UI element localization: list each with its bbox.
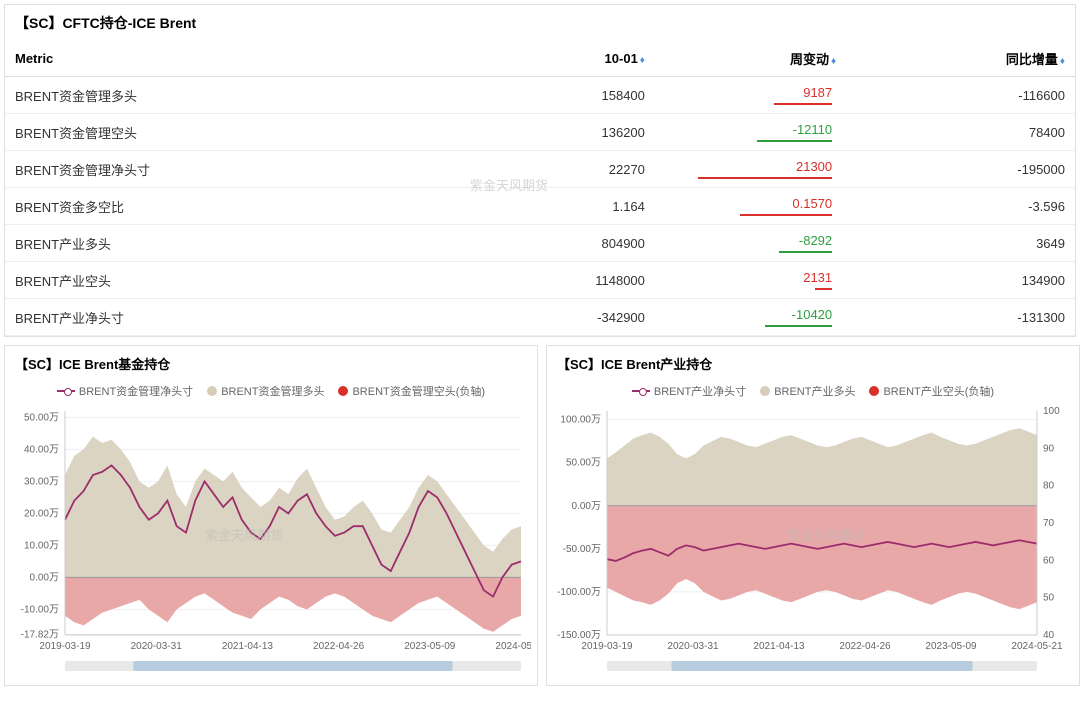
svg-text:90: 90 — [1043, 443, 1055, 454]
svg-text:80: 80 — [1043, 481, 1055, 492]
data-table: Metric 10-01♦ 周变动♦ 同比增量♦ BRENT资金管理多头 158… — [5, 41, 1075, 336]
col-change[interactable]: 周变动♦ — [655, 41, 846, 77]
sort-icon: ♦ — [640, 55, 645, 66]
sort-icon: ♦ — [1060, 56, 1065, 67]
svg-text:2023-05-09: 2023-05-09 — [925, 641, 977, 652]
yoy-cell: -195000 — [846, 151, 1075, 188]
change-cell: 0.1570 — [655, 188, 846, 225]
svg-text:60: 60 — [1043, 555, 1055, 566]
change-cell: -12110 — [655, 114, 846, 151]
svg-text:2021-04-13: 2021-04-13 — [753, 641, 805, 652]
value-cell: 1148000 — [453, 262, 654, 299]
table-title: 【SC】CFTC持仓-ICE Brent — [5, 5, 1075, 41]
svg-text:100.00万: 100.00万 — [560, 415, 601, 426]
svg-text:2024-05-21: 2024-05-21 — [495, 641, 531, 652]
svg-text:100: 100 — [1043, 406, 1060, 417]
chart1-svg: -17.82万 -10.00万 0.00万 10.00万 20.00万 30.00万 40.… — [11, 405, 531, 675]
legend-item[interactable]: BRENT资金管理净头寸 — [57, 383, 193, 399]
range-slider[interactable] — [133, 661, 452, 671]
yoy-cell: 78400 — [846, 114, 1075, 151]
svg-text:40.00万: 40.00万 — [24, 444, 59, 455]
legend-item[interactable]: BRENT资金管理多头 — [207, 383, 324, 399]
table-row: BRENT产业多头 804900 -8292 3649 — [5, 225, 1075, 262]
svg-text:10.00万: 10.00万 — [24, 540, 59, 551]
metric-cell: BRENT资金多空比 — [5, 188, 453, 225]
yoy-cell: 134900 — [846, 262, 1075, 299]
svg-text:0.00万: 0.00万 — [572, 501, 601, 512]
value-cell: 158400 — [453, 77, 654, 114]
svg-text:2019-03-19: 2019-03-19 — [39, 641, 91, 652]
change-cell: 2131 — [655, 262, 846, 299]
yoy-cell: -116600 — [846, 77, 1075, 114]
change-cell: -10420 — [655, 299, 846, 336]
col-yoy[interactable]: 同比增量♦ — [846, 41, 1075, 77]
svg-text:2021-04-13: 2021-04-13 — [222, 641, 274, 652]
svg-text:-150.00万: -150.00万 — [557, 630, 601, 641]
table-row: BRENT产业空头 1148000 2131 134900 — [5, 262, 1075, 299]
legend-item[interactable]: BRENT产业空头(负轴) — [869, 383, 994, 399]
legend-item[interactable]: BRENT产业净头寸 — [632, 383, 746, 399]
table-row: BRENT产业净头寸 -342900 -10420 -131300 — [5, 299, 1075, 336]
col-date[interactable]: 10-01♦ — [453, 41, 654, 77]
metric-cell: BRENT资金管理净头寸 — [5, 151, 453, 188]
svg-text:2022-04-26: 2022-04-26 — [313, 641, 365, 652]
chart1-legend: BRENT资金管理净头寸 BRENT资金管理多头 BRENT资金管理空头(负轴) — [5, 381, 537, 405]
table-row: BRENT资金管理净头寸 22270 21300 -195000 — [5, 151, 1075, 188]
svg-text:-17.82万: -17.82万 — [21, 629, 59, 640]
chart2-legend: BRENT产业净头寸 BRENT产业多头 BRENT产业空头(负轴) — [547, 381, 1079, 405]
svg-text:50.00万: 50.00万 — [24, 412, 59, 423]
chart2-title: 【SC】ICE Brent产业持仓 — [547, 346, 1079, 381]
table-row: BRENT资金多空比 1.164 0.1570 -3.596 — [5, 188, 1075, 225]
charts-row: 【SC】ICE Brent基金持仓 BRENT资金管理净头寸 BRENT资金管理多… — [0, 341, 1080, 690]
svg-text:50: 50 — [1043, 593, 1055, 604]
chart2-body: 紫金天风期货 -150.00万-100.00万-50.00万0.00万50.00… — [547, 405, 1079, 685]
metric-cell: BRENT产业多头 — [5, 225, 453, 262]
yoy-cell: -3.596 — [846, 188, 1075, 225]
svg-text:-100.00万: -100.00万 — [557, 587, 601, 598]
col-metric[interactable]: Metric — [5, 41, 453, 77]
chart2-panel: 【SC】ICE Brent产业持仓 BRENT产业净头寸BRENT产业多头BRE… — [546, 345, 1080, 686]
svg-text:2022-04-26: 2022-04-26 — [839, 641, 891, 652]
svg-text:0.00万: 0.00万 — [30, 572, 59, 583]
chart1-body: 紫金天风期货 -17.82万-10.00万0.00万10.00万20.00万30… — [5, 405, 537, 685]
chart2-svg: -150.00万 -100.00万 -50.00万 0.00万 50.00万 100.00… — [553, 405, 1073, 675]
yoy-cell: -131300 — [846, 299, 1075, 336]
yoy-cell: 3649 — [846, 225, 1075, 262]
metric-cell: BRENT产业空头 — [5, 262, 453, 299]
svg-text:20.00万: 20.00万 — [24, 508, 59, 519]
metric-cell: BRENT资金管理多头 — [5, 77, 453, 114]
svg-text:2020-03-31: 2020-03-31 — [131, 641, 183, 652]
table-row: BRENT资金管理多头 158400 9187 -116600 — [5, 77, 1075, 114]
svg-text:70: 70 — [1043, 518, 1055, 529]
value-cell: 22270 — [453, 151, 654, 188]
range-slider[interactable] — [672, 661, 973, 671]
svg-text:2020-03-31: 2020-03-31 — [667, 641, 719, 652]
chart1-title: 【SC】ICE Brent基金持仓 — [5, 346, 537, 381]
change-cell: -8292 — [655, 225, 846, 262]
svg-text:2024-05-21: 2024-05-21 — [1011, 641, 1063, 652]
metric-cell: BRENT资金管理空头 — [5, 114, 453, 151]
value-cell: 136200 — [453, 114, 654, 151]
change-cell: 21300 — [655, 151, 846, 188]
svg-text:2023-05-09: 2023-05-09 — [404, 641, 456, 652]
table-panel: 【SC】CFTC持仓-ICE Brent 紫金天风期货 Metric 10-01… — [4, 4, 1076, 337]
svg-text:50.00万: 50.00万 — [566, 458, 601, 469]
sort-icon: ♦ — [831, 56, 836, 67]
svg-text:-50.00万: -50.00万 — [563, 544, 601, 555]
svg-text:2019-03-19: 2019-03-19 — [581, 641, 633, 652]
value-cell: 804900 — [453, 225, 654, 262]
metric-cell: BRENT产业净头寸 — [5, 299, 453, 336]
change-cell: 9187 — [655, 77, 846, 114]
legend-item[interactable]: BRENT资金管理空头(负轴) — [338, 383, 485, 399]
svg-text:-10.00万: -10.00万 — [21, 604, 59, 615]
svg-text:40: 40 — [1043, 630, 1055, 641]
legend-item[interactable]: BRENT产业多头 — [760, 383, 855, 399]
svg-text:30.00万: 30.00万 — [24, 476, 59, 487]
chart1-panel: 【SC】ICE Brent基金持仓 BRENT资金管理净头寸 BRENT资金管理多… — [4, 345, 538, 686]
value-cell: 1.164 — [453, 188, 654, 225]
value-cell: -342900 — [453, 299, 654, 336]
table-row: BRENT资金管理空头 136200 -12110 78400 — [5, 114, 1075, 151]
